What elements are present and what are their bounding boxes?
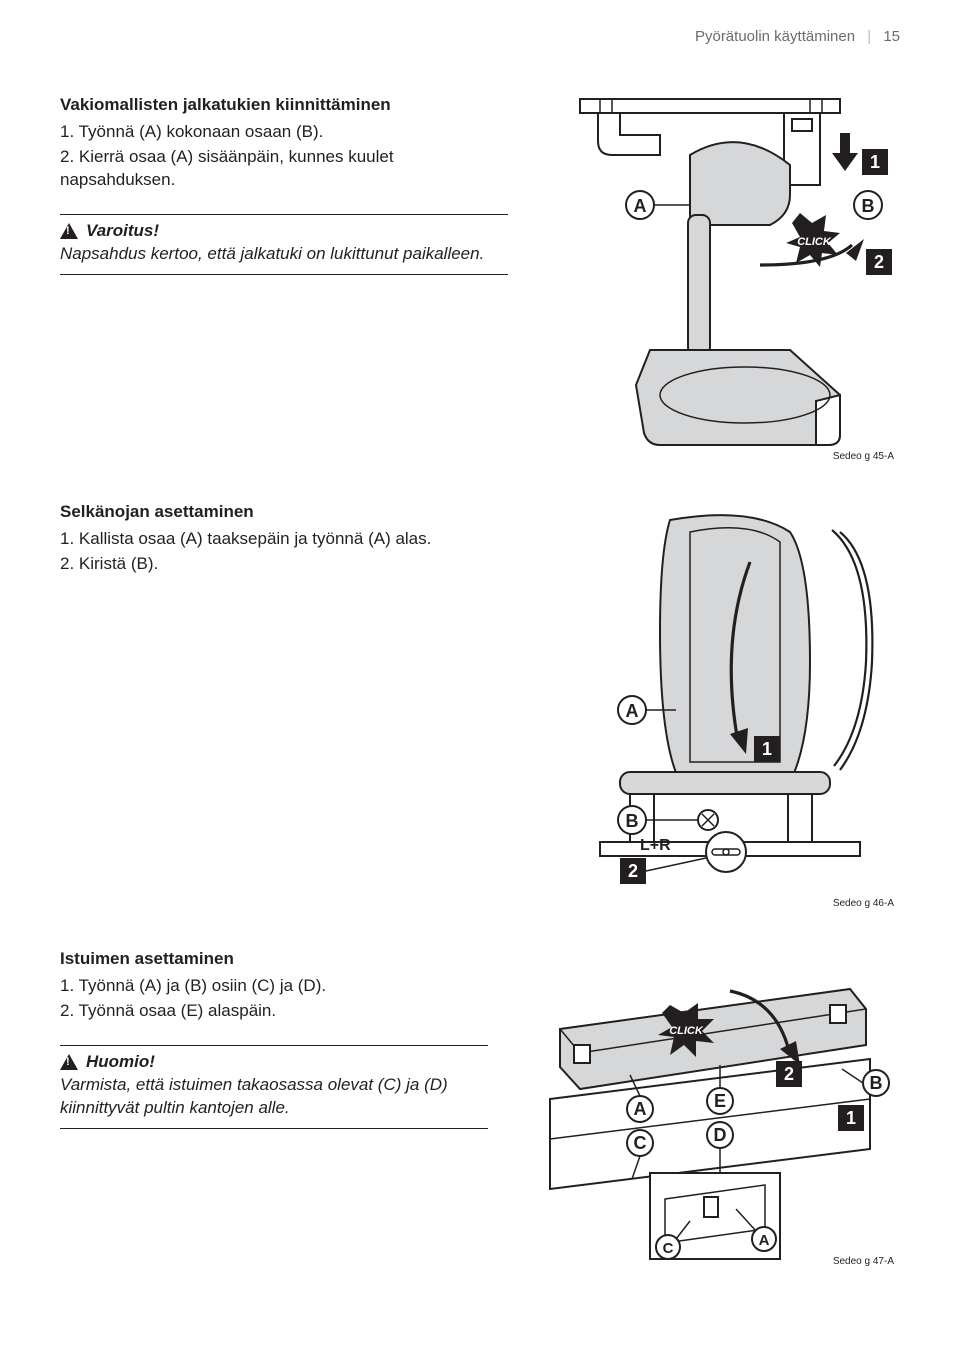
section3-step2: 2. Työnnä osaa (E) alaspäin. <box>60 1000 488 1023</box>
section2-step1: 1. Kallista osaa (A) taaksepäin ja työnn… <box>60 528 508 551</box>
warning-icon <box>60 223 78 239</box>
section1-step2: 2. Kierrä osaa (A) sisäänpäin, kunnes ku… <box>60 146 508 192</box>
section3-step1: 1. Työnnä (A) ja (B) osiin (C) ja (D). <box>60 975 488 998</box>
fig1-label-a: A <box>634 196 647 216</box>
figure1-caption: Sedeo g 45-A <box>833 451 894 462</box>
fig3-label-2: 2 <box>784 1064 794 1084</box>
header-page-number: 15 <box>883 28 900 45</box>
page-header: Pyörätuolin käyttäminen | 15 <box>60 0 900 95</box>
fig2-label-2: 2 <box>628 861 638 881</box>
fig3-inset-c: C <box>663 1240 674 1257</box>
attention-icon <box>60 1054 78 1070</box>
figure-backrest: A 1 B L+R <box>540 502 900 907</box>
section3-alert: Huomio! Varmista, että istuimen takaosas… <box>60 1045 488 1129</box>
section-footrest-mounting: Vakiomallisten jalkatukien kiinnittämine… <box>60 95 900 460</box>
fig1-label-b: B <box>862 196 875 216</box>
fig2-label-b: B <box>626 811 639 831</box>
fig3-inset-a: A <box>759 1232 770 1249</box>
fig3-label-b: B <box>870 1073 883 1093</box>
section2-title: Selkänojan asettaminen <box>60 502 508 522</box>
header-separator: | <box>867 28 871 45</box>
section1-step1: 1. Työnnä (A) kokonaan osaan (B). <box>60 121 508 144</box>
section1-alert: Varoitus! Napsahdus kertoo, että jalkatu… <box>60 214 508 275</box>
section1-alert-title: Varoitus! <box>86 221 159 241</box>
fig3-label-c: C <box>634 1133 647 1153</box>
figure-seat: CLICK 2 A E B 1 <box>520 949 900 1274</box>
section3-alert-title: Huomio! <box>86 1052 155 1072</box>
section2-step2: 2. Kiristä (B). <box>60 553 508 576</box>
figure3-caption: Sedeo g 47-A <box>833 1256 894 1267</box>
section3-alert-body: Varmista, että istuimen takaosassa oleva… <box>60 1074 488 1129</box>
fig1-label-2: 2 <box>874 252 884 272</box>
section-seat-setting: Istuimen asettaminen 1. Työnnä (A) ja (B… <box>60 949 900 1269</box>
fig1-click: CLICK <box>797 236 832 248</box>
fig3-label-d: D <box>714 1125 727 1145</box>
section-backrest-setting: Selkänojan asettaminen 1. Kallista osaa … <box>60 502 900 907</box>
fig1-label-1: 1 <box>870 152 880 172</box>
figure-footrest: 1 A B CLICK 2 <box>540 95 900 460</box>
fig3-label-a: A <box>634 1099 647 1119</box>
fig2-label-lr: L+R <box>640 837 671 854</box>
fig2-label-1: 1 <box>762 739 772 759</box>
section1-alert-body: Napsahdus kertoo, että jalkatuki on luki… <box>60 243 508 275</box>
header-section-title: Pyörätuolin käyttäminen <box>695 28 855 45</box>
section1-title: Vakiomallisten jalkatukien kiinnittämine… <box>60 95 508 115</box>
fig3-label-e: E <box>714 1091 726 1111</box>
section3-title: Istuimen asettaminen <box>60 949 488 969</box>
fig3-click: CLICK <box>669 1025 704 1037</box>
fig3-label-1: 1 <box>846 1108 856 1128</box>
fig2-label-a: A <box>626 701 639 721</box>
figure2-caption: Sedeo g 46-A <box>833 898 894 909</box>
